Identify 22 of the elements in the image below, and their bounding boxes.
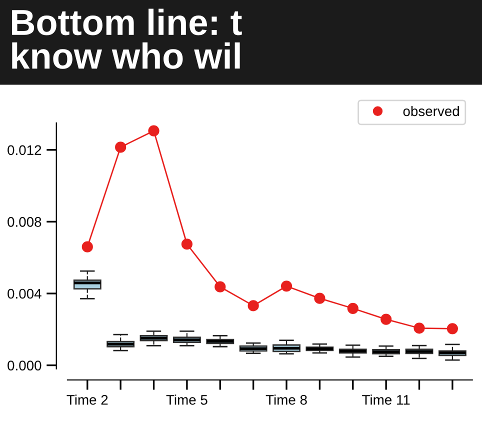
point (446, 323, 458, 334)
legend-label: observed (403, 106, 459, 116)
x-tick-label: Time 2 (66, 394, 108, 405)
x-tick-label: Time 11 (362, 394, 410, 405)
point (214, 281, 226, 292)
y-tick-label: 0.000 (8, 360, 42, 370)
point (347, 302, 358, 314)
point (82, 241, 93, 252)
point (148, 125, 160, 136)
y-tick-label: 0.004 (8, 288, 42, 299)
x-tick-label: Time 5 (166, 394, 208, 405)
x-tick-label: Time 8 (266, 394, 307, 405)
point (314, 292, 326, 304)
point (380, 314, 392, 325)
chart-title: Bottom line: t know who wil (12, 8, 242, 69)
point (280, 280, 292, 292)
y-tick-label: 0.012 (8, 145, 42, 156)
point (414, 322, 425, 334)
point (115, 142, 126, 153)
y-tick-label: 0.008 (8, 217, 42, 227)
point (248, 300, 259, 312)
point (181, 238, 193, 250)
